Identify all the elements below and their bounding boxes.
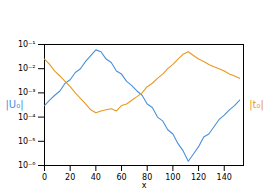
svg-text:10⁻³: 10⁻³ xyxy=(18,88,36,97)
svg-text:|t₀|: |t₀| xyxy=(249,99,264,111)
svg-text:40: 40 xyxy=(91,173,101,182)
svg-text:x: x xyxy=(142,181,147,189)
svg-text:60: 60 xyxy=(116,173,126,182)
svg-text:100: 100 xyxy=(165,173,180,182)
svg-text:80: 80 xyxy=(142,173,153,183)
svg-text:|U₀|: |U₀| xyxy=(5,99,23,111)
svg-text:10⁻⁶: 10⁻⁶ xyxy=(18,161,36,170)
svg-text:10⁻⁵: 10⁻⁵ xyxy=(18,137,36,146)
svg-text:10⁻¹: 10⁻¹ xyxy=(18,40,36,49)
svg-text:10⁻⁴: 10⁻⁴ xyxy=(18,113,36,122)
svg-text:140: 140 xyxy=(217,173,232,182)
svg-text:0: 0 xyxy=(42,173,47,182)
svg-text:10⁻²: 10⁻² xyxy=(18,64,36,73)
svg-text:20: 20 xyxy=(65,173,75,182)
svg-text:120: 120 xyxy=(191,173,206,182)
